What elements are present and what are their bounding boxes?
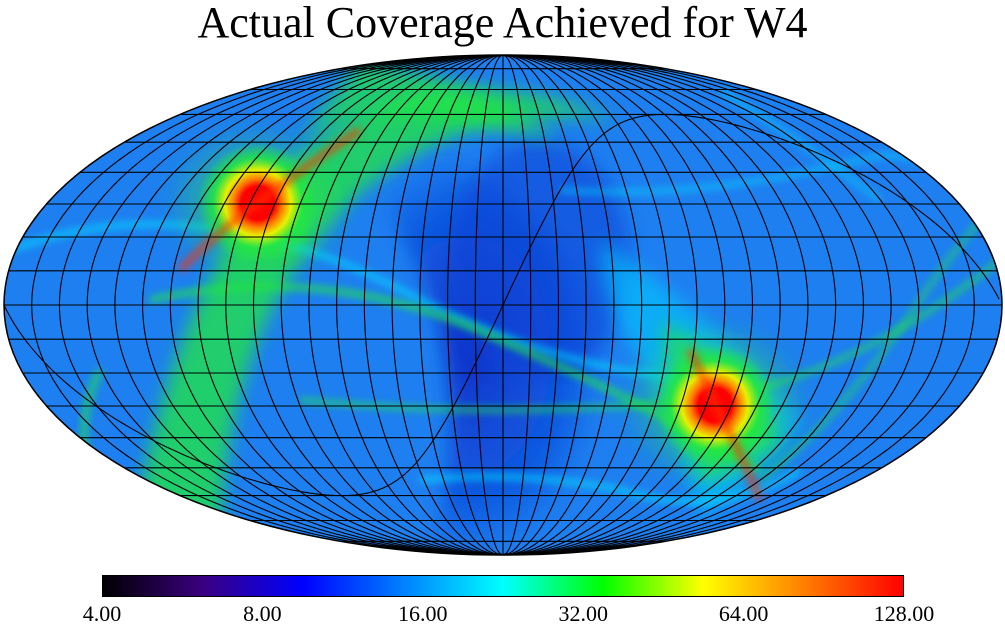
colorbar-tick-label: 4.00 bbox=[82, 601, 122, 626]
coordinate-grid bbox=[4, 55, 1002, 555]
oblique-great-circle bbox=[4, 113, 1000, 497]
map-title: Actual Coverage Achieved for W4 bbox=[197, 0, 808, 47]
colorbar-tick-label: 128.00 bbox=[873, 601, 935, 626]
colorbar-tick-label: 64.00 bbox=[718, 601, 769, 626]
map-outline bbox=[3, 54, 1003, 556]
colorbar-tick-label: 32.00 bbox=[558, 601, 608, 626]
colorbar bbox=[102, 575, 904, 597]
mollweide-coverage-map bbox=[3, 54, 1003, 556]
colorbar-tick-label: 16.00 bbox=[398, 601, 448, 626]
colorbar-tick-label: 8.00 bbox=[243, 601, 282, 626]
